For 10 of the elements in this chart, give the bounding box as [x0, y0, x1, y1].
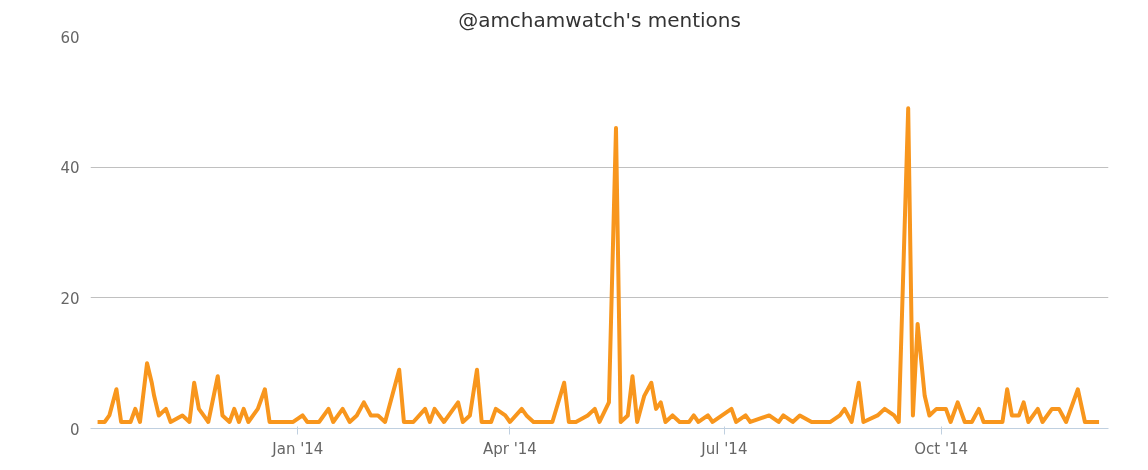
- chart-title: @amchamwatch's mentions: [458, 7, 741, 32]
- y-tick-label: 40: [60, 159, 80, 178]
- x-tick-label: Oct '14: [914, 439, 969, 458]
- line-series: [95, 106, 1102, 424]
- x-tick-label: Apr '14: [482, 439, 537, 458]
- x-tick-label: Jan '14: [271, 439, 324, 458]
- y-tick-label: 20: [60, 289, 80, 308]
- x-tick-label: Jul '14: [700, 439, 748, 458]
- y-tick-label: 0: [69, 420, 80, 439]
- y-tick-label: 60: [60, 28, 80, 47]
